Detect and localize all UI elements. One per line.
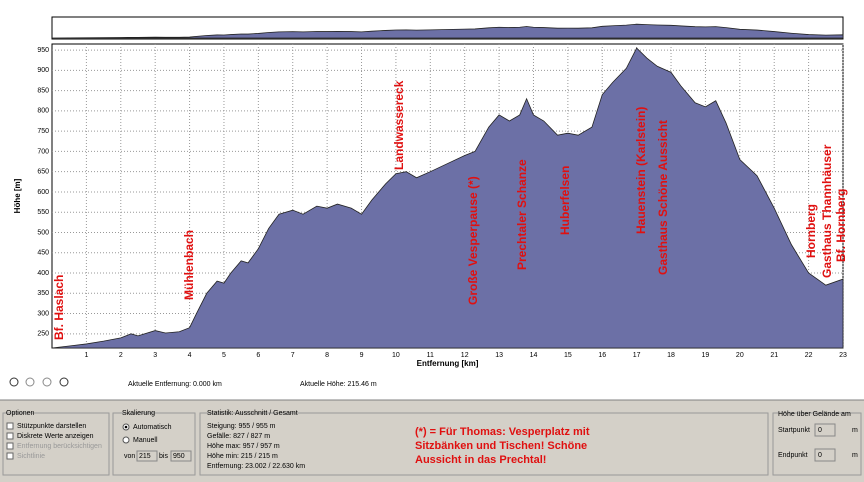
x-tick-label: 12 [461, 352, 469, 359]
start-unit: m [852, 427, 858, 434]
checkbox[interactable] [6, 422, 14, 430]
radio-auto-label: Automatisch [133, 424, 172, 431]
x-tick-label: 13 [495, 352, 503, 359]
x-tick-label: 18 [667, 352, 675, 359]
checkbox-label: Stützpunkte darstellen [17, 423, 86, 430]
x-tick-label: 22 [805, 352, 813, 359]
to-label: bis [159, 453, 168, 460]
y-tick-label: 400 [37, 270, 49, 277]
x-tick-label: 10 [392, 352, 400, 359]
y-tick-label: 600 [37, 189, 49, 196]
x-tick-label: 20 [736, 352, 744, 359]
x-tick-label: 15 [564, 352, 572, 359]
x-tick-label: 14 [530, 352, 538, 359]
x-tick-label: 5 [222, 352, 226, 359]
x-tick-label: 23 [839, 352, 847, 359]
annotation: Hauenstein (Karlstein) [634, 107, 648, 234]
toolbar[interactable] [9, 377, 69, 387]
y-tick-label: 350 [37, 290, 49, 297]
note: Sitzbänken und Tischen! Schöne [415, 440, 587, 452]
checkbox-label: Diskrete Werte anzeigen [17, 433, 94, 440]
annotation: Bf. Hornberg [834, 189, 848, 262]
options-box [2, 412, 110, 476]
x-tick-label: 16 [598, 352, 606, 359]
end-unit: m [852, 452, 858, 459]
annotation: Große Vesperpause (*) [466, 176, 480, 305]
stat-line: Gefälle: 827 / 827 m [207, 433, 270, 440]
overview-area [51, 23, 844, 39]
end-value: 0 [818, 452, 822, 459]
options-title: Optionen [6, 410, 35, 417]
from-label: von [124, 453, 135, 460]
status-height: Aktuelle Höhe: 215.46 m [300, 381, 377, 388]
start-value: 0 [818, 427, 822, 434]
radio-manual-label: Manuell [133, 437, 158, 444]
y-tick-label: 750 [37, 128, 49, 135]
checkbox[interactable] [6, 452, 14, 460]
x-tick-label: 4 [188, 352, 192, 359]
y-tick-label: 300 [37, 310, 49, 317]
x-tick-label: 2 [119, 352, 123, 359]
y-tick-label: 900 [37, 67, 49, 74]
y-tick-label: 650 [37, 169, 49, 176]
x-tick-label: 8 [325, 352, 329, 359]
y-tick-label: 700 [37, 148, 49, 155]
y-tick-label: 800 [37, 108, 49, 115]
annotation: Mühlenbach [182, 230, 196, 300]
checkbox[interactable] [6, 432, 14, 440]
stat-line: Höhe max: 957 / 957 m [207, 443, 280, 450]
profile-area [51, 47, 844, 349]
note: (*) = Für Thomas: Vesperplatz mit [415, 426, 590, 438]
x-tick-label: 19 [702, 352, 710, 359]
stat-line: Steigung: 955 / 955 m [207, 423, 276, 430]
x-tick-label: 21 [770, 352, 778, 359]
x-tick-label: 11 [427, 352, 434, 359]
end-input[interactable] [814, 448, 836, 462]
annotation: Bf. Haslach [52, 275, 66, 340]
y-tick-label: 500 [37, 229, 49, 236]
annotation: Landwassereck [392, 80, 406, 170]
from-input[interactable] [136, 450, 158, 462]
y-tick-label: 250 [37, 331, 49, 338]
y-axis-label: Höhe [m] [13, 178, 22, 213]
annotation: Gasthaus Thannhäuser [820, 144, 834, 278]
scaling-box [112, 412, 196, 476]
scaling-title: Skalierung [122, 410, 155, 417]
annotation: Huberfelsen [558, 166, 572, 235]
radio-manual[interactable] [122, 436, 130, 444]
checkbox-label: Entfernung berücksichtigen [17, 443, 102, 450]
y-tick-label: 850 [37, 87, 49, 94]
x-tick-label: 17 [633, 352, 641, 359]
x-tick-label: 7 [291, 352, 295, 359]
from-value: 215 [139, 453, 151, 460]
y-tick-label: 550 [37, 209, 49, 216]
x-tick-label: 9 [360, 352, 364, 359]
to-value: 950 [173, 453, 185, 460]
terrain-box [772, 412, 862, 476]
annotation: Prechtaler Schanze [515, 159, 529, 270]
annotation: Hornberg [804, 204, 818, 258]
status-distance: Aktuelle Entfernung: 0.000 km [128, 381, 222, 388]
stat-line: Entfernung: 23.002 / 22.630 km [207, 463, 305, 470]
terrain-title: Höhe über Gelände am [778, 411, 851, 418]
y-tick-label: 950 [37, 47, 49, 54]
to-input[interactable] [170, 450, 192, 462]
x-tick-label: 3 [153, 352, 157, 359]
end-label: Endpunkt [778, 452, 808, 459]
start-input[interactable] [814, 423, 836, 437]
y-tick-label: 450 [37, 250, 49, 257]
x-tick-label: 1 [84, 352, 88, 359]
start-label: Startpunkt [778, 427, 810, 434]
annotation: Gasthaus Schöne Aussicht [656, 120, 670, 275]
checkbox-label: Sichtlinie [17, 453, 45, 460]
note: Aussicht in das Prechtal! [415, 454, 546, 466]
x-axis-label: Entfernung [km] [417, 359, 479, 368]
x-tick-label: 6 [256, 352, 260, 359]
stats-title: Statistik: Ausschnitt / Gesamt [207, 410, 298, 417]
stats-box [199, 412, 769, 476]
stat-line: Höhe min: 215 / 215 m [207, 453, 278, 460]
checkbox[interactable] [6, 442, 14, 450]
